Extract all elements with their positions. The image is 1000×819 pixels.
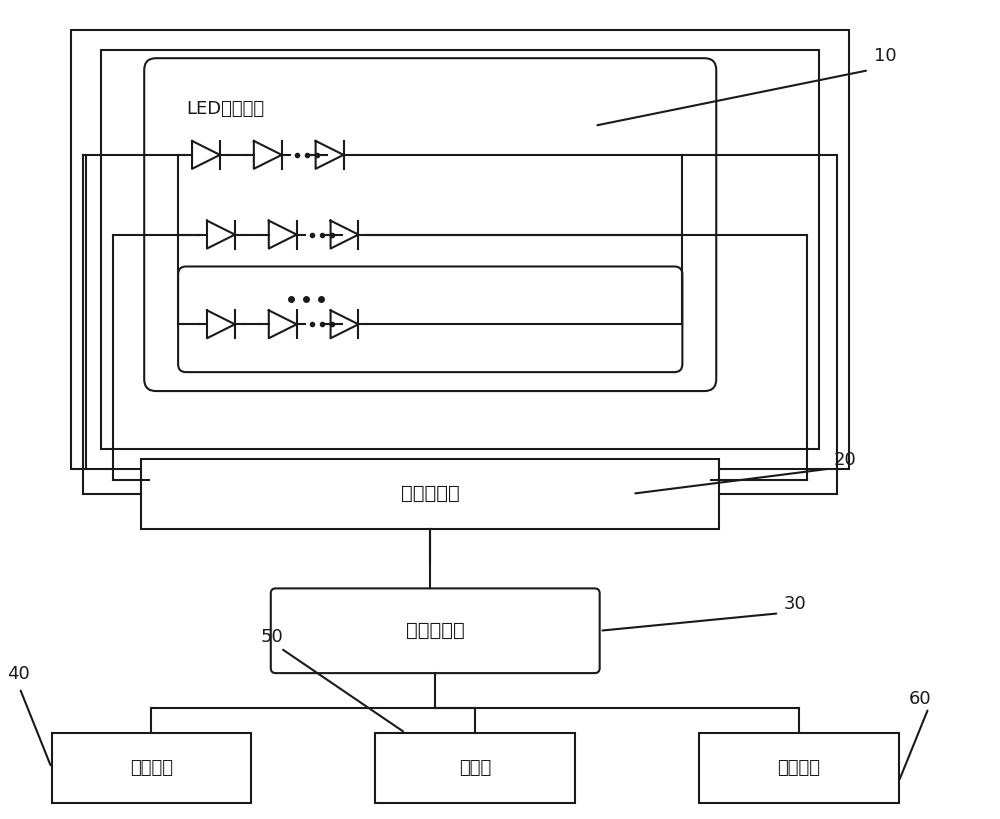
Bar: [52, 733, 251, 803]
Text: 通信模块: 通信模块: [777, 758, 820, 776]
Text: 20: 20: [834, 450, 857, 468]
Bar: [101, 50, 819, 449]
Text: 50: 50: [261, 628, 284, 646]
Text: 存储器: 存储器: [459, 758, 491, 776]
Text: 微控制单元: 微控制单元: [406, 622, 465, 640]
Bar: [141, 459, 719, 528]
Text: 恒流发生器: 恒流发生器: [401, 484, 460, 503]
Bar: [71, 30, 849, 468]
Text: 音频单元: 音频单元: [130, 758, 173, 776]
FancyBboxPatch shape: [271, 588, 600, 673]
Text: LED发光装置: LED发光装置: [186, 100, 264, 118]
Text: 30: 30: [784, 595, 807, 613]
Text: 40: 40: [7, 665, 29, 683]
FancyBboxPatch shape: [178, 266, 682, 372]
Bar: [375, 733, 575, 803]
Text: 60: 60: [909, 690, 931, 708]
Bar: [699, 733, 899, 803]
Text: 10: 10: [874, 48, 896, 66]
FancyBboxPatch shape: [144, 58, 716, 391]
